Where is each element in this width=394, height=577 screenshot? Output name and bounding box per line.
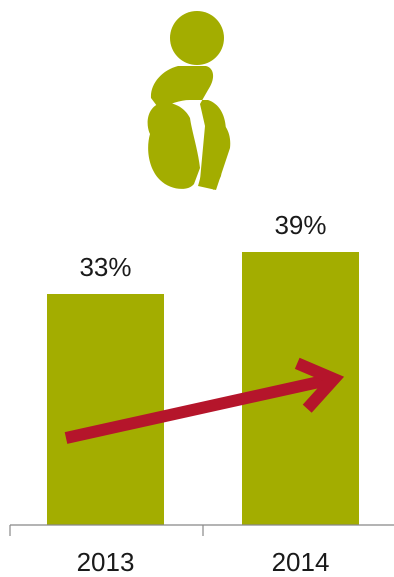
icon-belly	[147, 102, 200, 189]
x-tick-label-2013: 2013	[77, 547, 135, 577]
icon-head	[170, 11, 224, 65]
x-tick-label-2014: 2014	[272, 547, 330, 577]
data-label-2014: 39%	[274, 210, 326, 240]
trend-arrow-shaft	[64, 374, 330, 444]
data-label-2013: 33%	[79, 252, 131, 282]
pregnant-woman-icon	[147, 11, 231, 190]
trend-arrow-head	[294, 357, 345, 413]
icon-leg	[198, 118, 231, 190]
bar-2013	[47, 294, 164, 525]
